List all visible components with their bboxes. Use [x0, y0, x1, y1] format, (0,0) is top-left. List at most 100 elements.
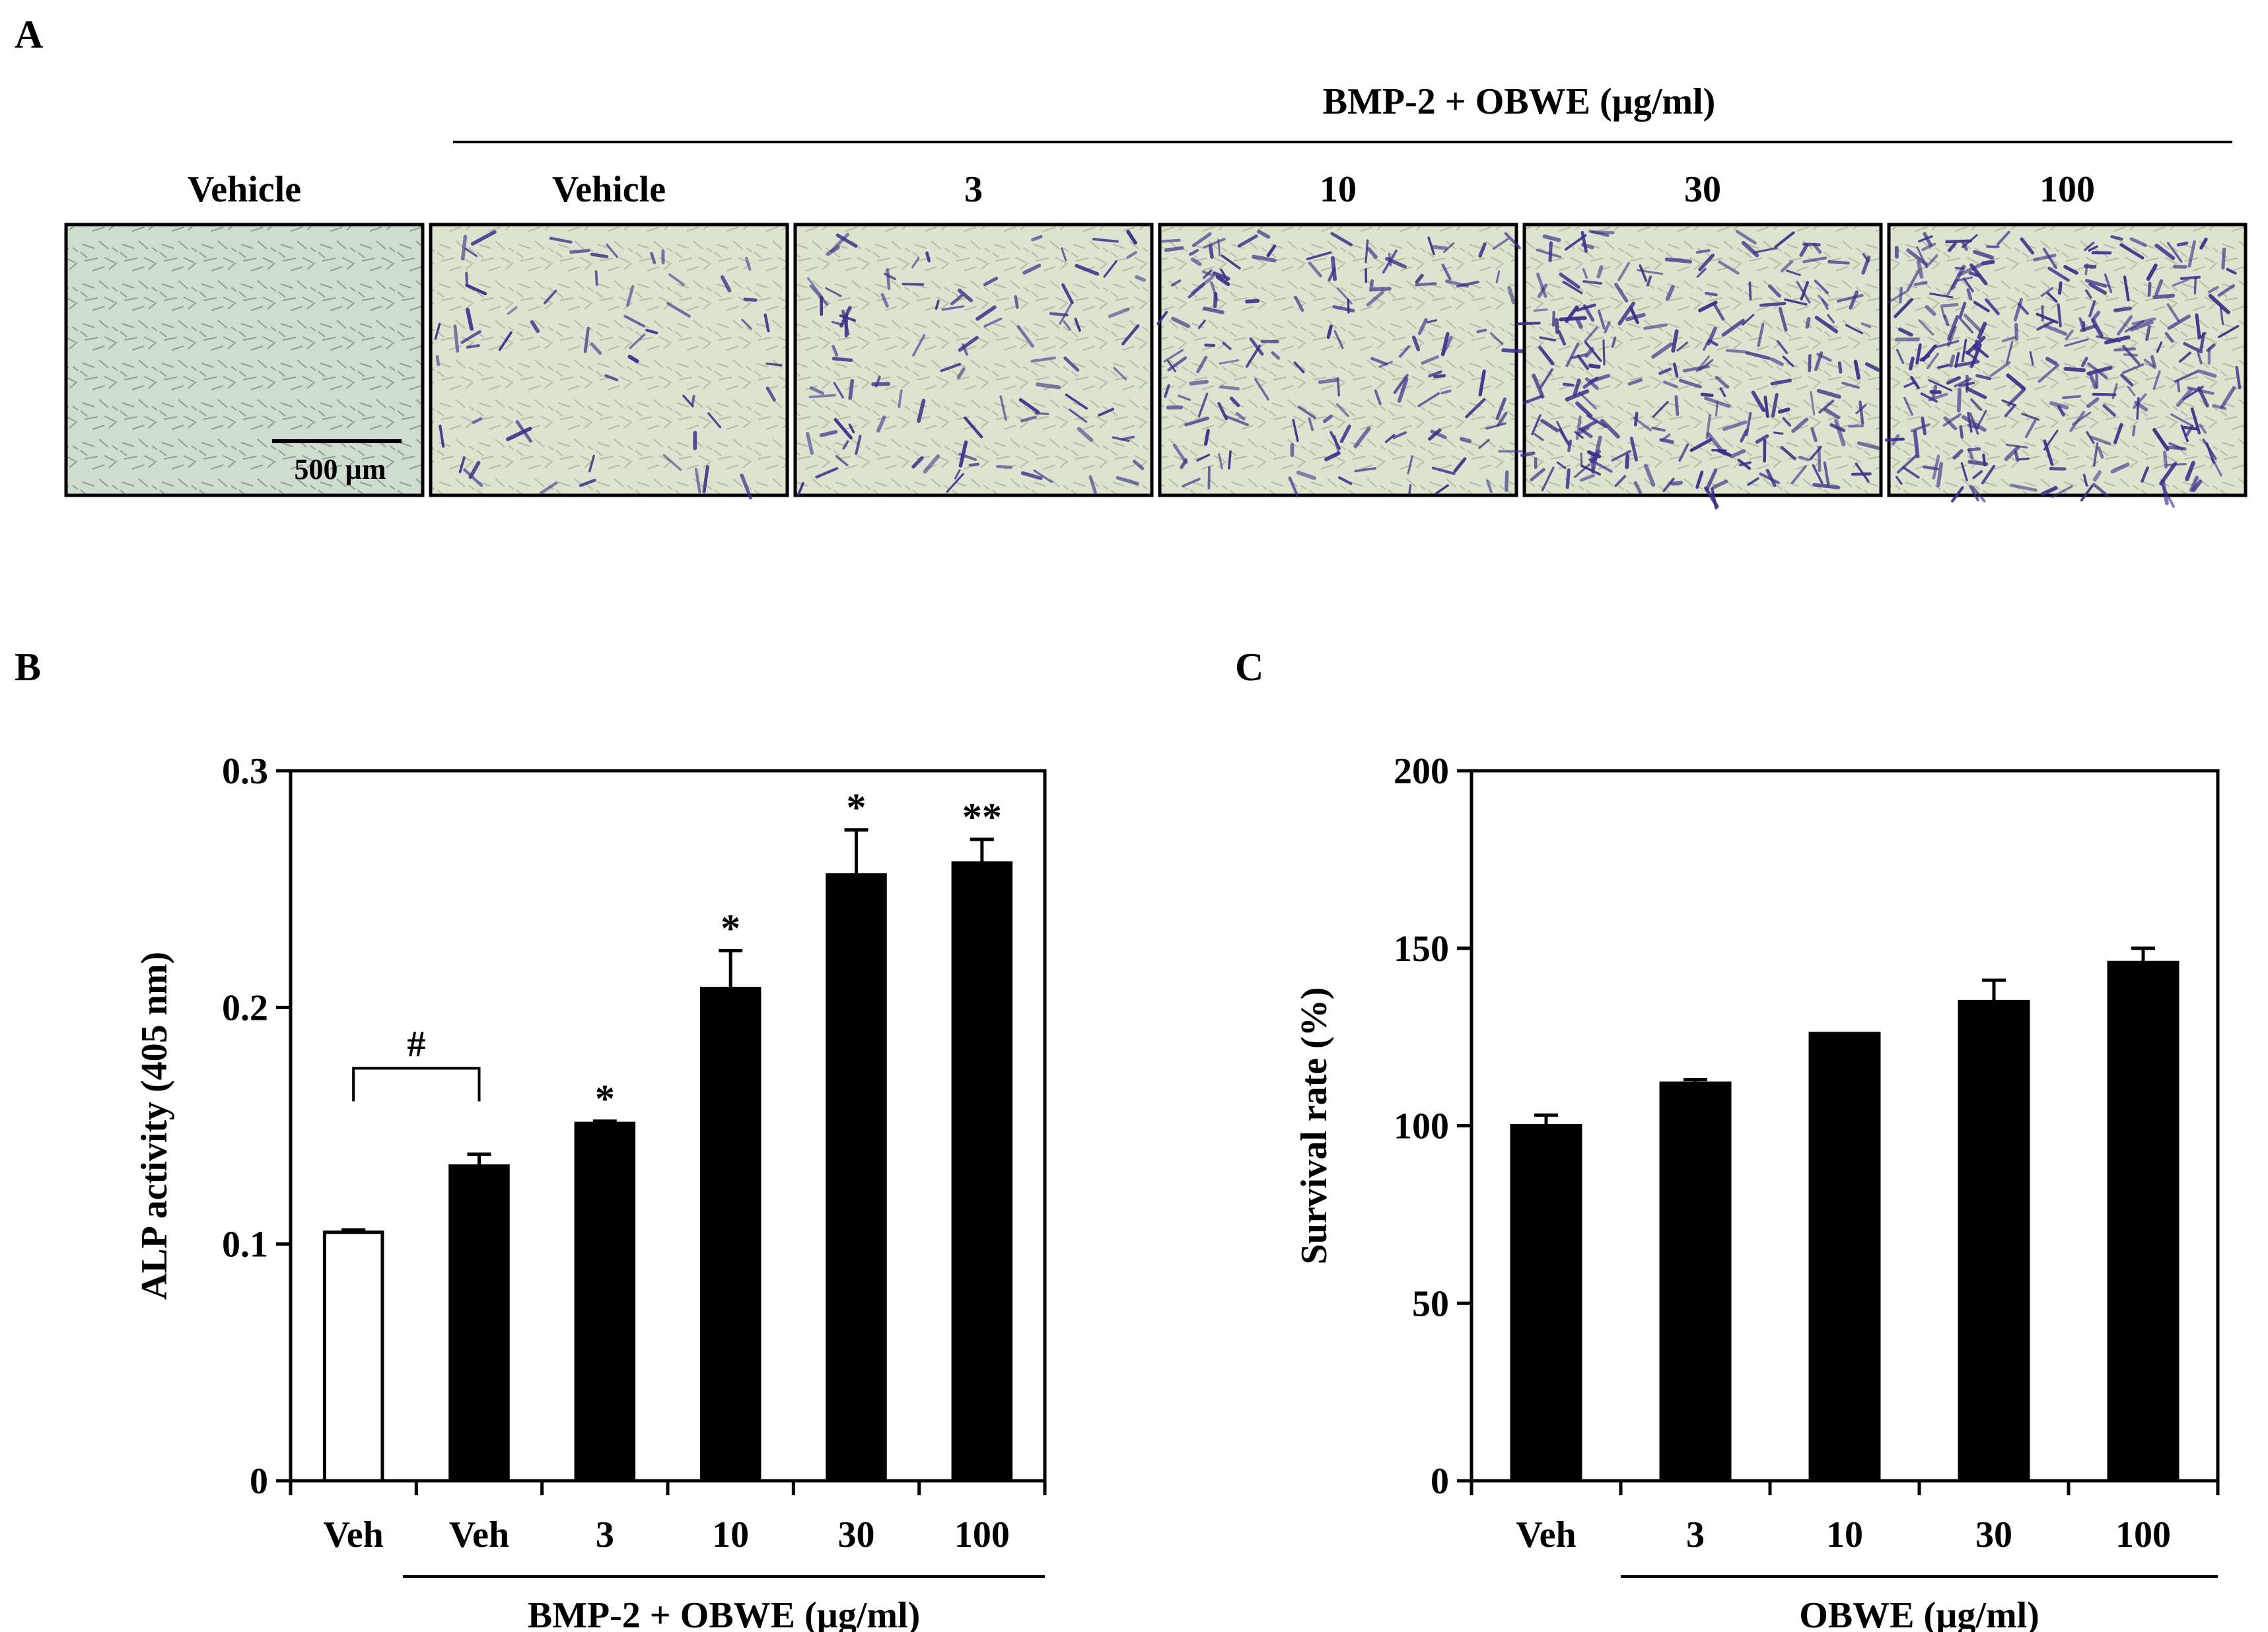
stained-cell: [1374, 389, 1382, 406]
stained-cell: [2156, 341, 2163, 353]
stained-cell: [2006, 373, 2026, 391]
stained-cell: [1906, 270, 1920, 292]
stained-cell: [2104, 273, 2113, 293]
stained-cell: [2161, 483, 2175, 509]
stained-cell: [2040, 287, 2054, 297]
stained-cell: [1816, 388, 1841, 399]
stained-cell: [1030, 356, 1057, 363]
micrograph-tile: [429, 223, 789, 497]
stained-cell: [1191, 276, 1214, 295]
stained-cell: [2110, 235, 2123, 241]
stained-cell: [1671, 329, 1679, 353]
stained-cell: [983, 317, 1003, 328]
stained-cell: [1415, 282, 1437, 287]
stained-cell: [1202, 306, 1224, 314]
stained-cell: [506, 427, 532, 441]
stained-cell: [1167, 356, 1187, 372]
y-tick-label: 100: [1394, 1106, 1449, 1147]
stained-cell: [1121, 324, 1140, 345]
x-tick-label: Veh: [449, 1514, 509, 1555]
stained-cell: [1531, 414, 1542, 436]
stained-cell: [1221, 254, 1241, 270]
stained-cell: [1588, 230, 1610, 237]
stained-cell: [1354, 467, 1377, 472]
stained-cell: [1126, 229, 1137, 245]
stained-cell: [1617, 262, 1631, 281]
stained-cell: [745, 256, 752, 271]
stained-cell: [1478, 439, 1490, 449]
stained-cell: [1742, 314, 1755, 326]
stained-cell: [1495, 397, 1506, 420]
stained-cell: [1812, 464, 1824, 484]
stained-cell: [1896, 454, 1917, 474]
stained-cell: [1884, 437, 1905, 442]
stained-cell: [1014, 295, 1019, 309]
panel-b-label: B: [15, 645, 41, 689]
stained-cell: [1306, 251, 1332, 261]
stained-cell: [453, 324, 460, 353]
stained-cell: [1538, 345, 1555, 366]
stained-cell: [2167, 445, 2187, 451]
stained-cell: [1802, 242, 1821, 246]
stained-cell: [954, 469, 961, 479]
stained-cell: [668, 273, 685, 286]
stained-cell: [1497, 411, 1508, 427]
stained-cell: [1827, 260, 1850, 265]
stained-cell: [1215, 275, 1230, 287]
stained-cell: [1791, 417, 1809, 433]
stained-cell: [1614, 475, 1627, 487]
stained-cell: [912, 334, 926, 357]
stained-cell: [741, 318, 752, 330]
panel-a-column-label: 30: [1684, 169, 1721, 210]
stained-cell: [1539, 368, 1554, 390]
stained-cell: [1318, 378, 1339, 384]
stained-cell: [2071, 411, 2092, 426]
x-tick-label: Veh: [324, 1514, 384, 1555]
stained-cell: [1428, 370, 1442, 378]
stained-cell: [1928, 379, 1953, 392]
stained-cell: [458, 456, 466, 474]
stained-cell: [1540, 419, 1559, 433]
stained-cell: [1695, 470, 1704, 489]
stained-cell: [2166, 242, 2183, 263]
stained-cell: [848, 423, 855, 434]
stained-cell: [2004, 406, 2015, 417]
stained-cell: [1228, 450, 1232, 470]
stained-cell: [470, 230, 497, 246]
stained-cell: [1577, 426, 1590, 436]
stained-cell: [2195, 313, 2201, 339]
stained-cell: [1712, 479, 1728, 489]
stained-cell: [1135, 275, 1146, 282]
stained-cell: [1943, 314, 1950, 326]
stained-cell: [2063, 367, 2086, 373]
bar: [322, 1230, 384, 1483]
stained-cell: [2133, 393, 2147, 409]
stained-cell: [1536, 248, 1562, 258]
stained-cell: [2065, 330, 2074, 341]
stained-cell: [1580, 231, 1588, 253]
stained-cell: [2036, 312, 2059, 324]
stained-cell: [1163, 349, 1184, 363]
stained-cell: [1427, 236, 1435, 256]
stained-cell: [460, 330, 481, 344]
stained-cell: [1427, 319, 1438, 324]
stained-cell: [1065, 393, 1088, 410]
stained-cell: [1428, 428, 1442, 441]
stained-cell: [682, 394, 694, 408]
stained-cell: [1887, 290, 1908, 304]
stained-cell: [1453, 457, 1467, 473]
stained-cell: [1765, 468, 1777, 487]
stained-cell: [1570, 353, 1588, 359]
stained-cell: [964, 416, 983, 439]
stained-cell: [2043, 324, 2068, 336]
stained-cell: [1913, 281, 1928, 287]
stained-cell: [1063, 320, 1071, 331]
stained-cell: [2197, 332, 2207, 340]
stained-cell: [2049, 401, 2069, 409]
stained-cell: [1695, 355, 1710, 373]
stained-cell: [1940, 302, 1959, 308]
stained-cell: [1776, 340, 1789, 355]
stained-cell: [1665, 285, 1675, 301]
stained-cell: [1237, 234, 1258, 248]
stained-cell: [1171, 316, 1191, 328]
